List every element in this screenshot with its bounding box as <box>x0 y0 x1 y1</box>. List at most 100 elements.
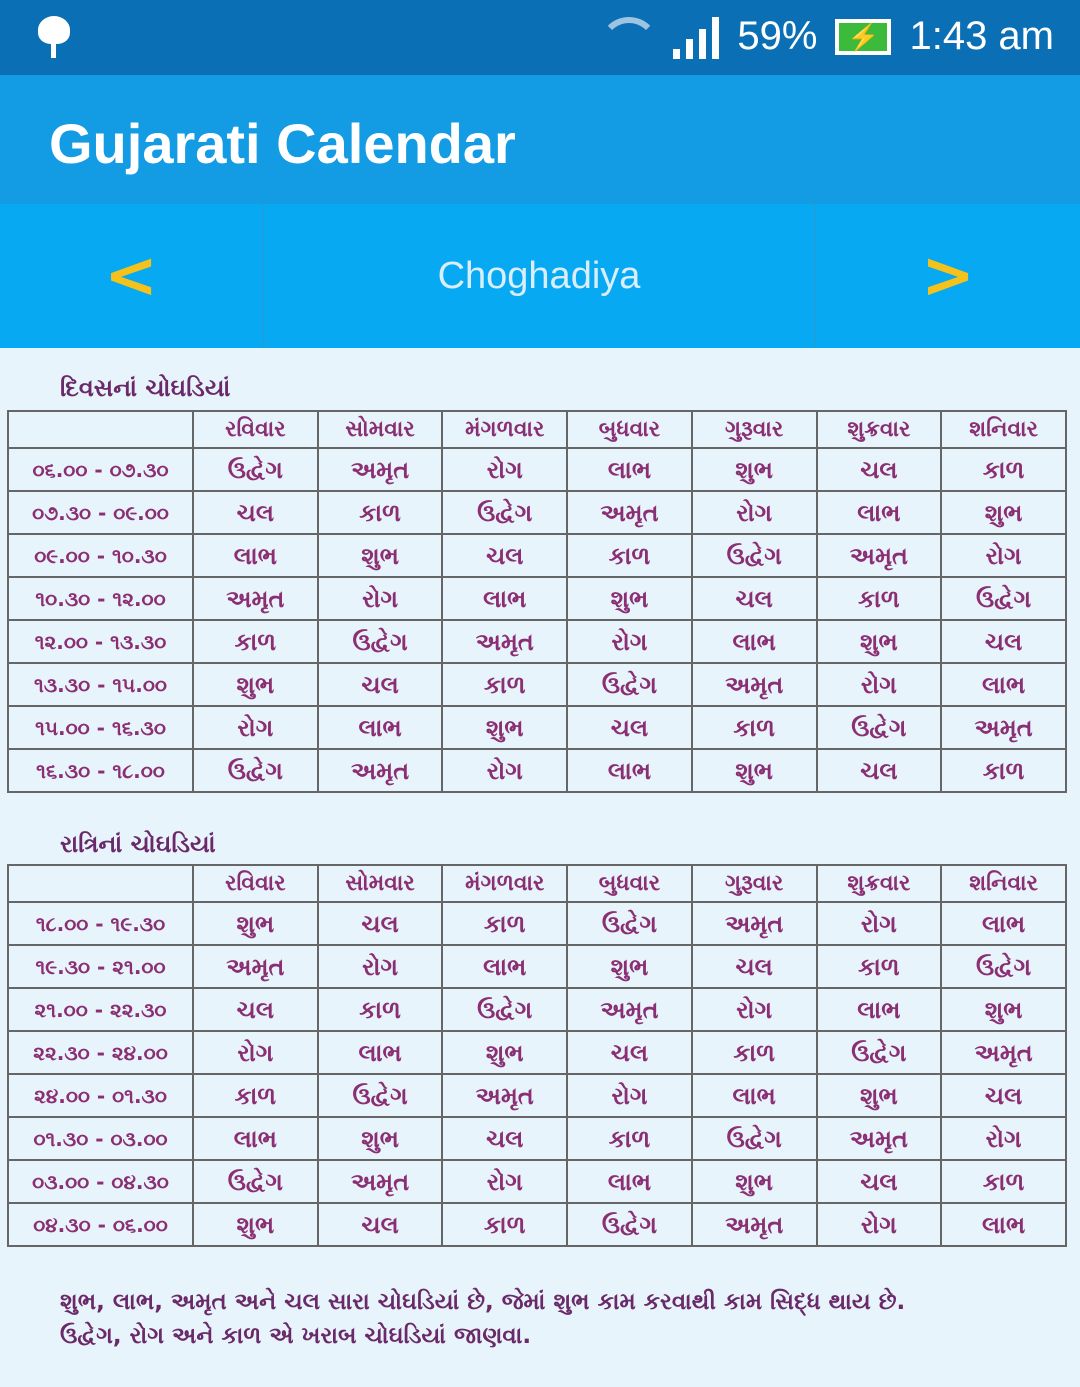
choghadiya-cell: ઉદ્વેગ <box>566 901 693 946</box>
choghadiya-cell: શુભ <box>192 901 319 946</box>
table-row: ૦૩.૦૦ - ૦૪.૩૦ ઉદ્વેગ અમૃત રોગ લાભ શુભ ચલ કાળ <box>7 1159 1067 1204</box>
day-header: સોમવાર <box>316 410 444 449</box>
footer-line-bad: ઉદ્વેગ, રોગ અને કાળ એ ખરાબ ચોઘડિયાં જાણવ… <box>60 1323 532 1349</box>
choghadiya-cell: શુભ <box>566 944 693 989</box>
choghadiya-cell: ચલ <box>815 1159 943 1204</box>
time-slot: ૧૬.૩૦ - ૧૮.૦૦ <box>7 748 194 793</box>
table-row: ૧૯.૩૦ - ૨૧.૦૦ અમૃત રોગ લાભ શુભ ચલ કાળ ઉદ્વેગ <box>7 944 1067 989</box>
choghadiya-cell: ચલ <box>192 490 319 535</box>
choghadiya-cell: રોગ <box>815 901 943 946</box>
choghadiya-cell: કાળ <box>815 576 943 621</box>
table-row: ૧૦.૩૦ - ૧૨.૦૦ અમૃત રોગ લાભ શુભ ચલ કાળ ઉદ્વેગ <box>7 576 1067 621</box>
choghadiya-cell: લાભ <box>940 662 1067 707</box>
choghadiya-cell: અમૃત <box>566 490 693 535</box>
app-title: Gujarati Calendar <box>0 75 1080 204</box>
night-choghadiya-table: રવિવાર સોમવાર મંગળવાર બુધવાર ગુરૂવાર શુક્રવાર… <box>7 864 1067 1247</box>
choghadiya-cell: ચલ <box>940 619 1067 664</box>
footer-note: શુભ, લાભ, અમૃત અને ચલ સારા ચોઘડિયાં છે, … <box>60 1285 905 1353</box>
choghadiya-cell: ઉદ્વેગ <box>815 705 943 750</box>
choghadiya-cell: કાળ <box>815 944 943 989</box>
choghadiya-cell: રોગ <box>441 748 569 793</box>
choghadiya-cell: લાભ <box>940 1202 1067 1247</box>
choghadiya-cell: અમૃત <box>940 1030 1067 1075</box>
choghadiya-cell: રોગ <box>566 1073 693 1118</box>
choghadiya-cell: ઉદ્વેગ <box>441 987 569 1032</box>
choghadiya-cell: રોગ <box>192 705 319 750</box>
footer-line-good: શુભ, લાભ, અમૃત અને ચલ સારા ચોઘડિયાં છે, … <box>60 1289 906 1315</box>
choghadiya-cell: રોગ <box>441 1159 569 1204</box>
time-slot: ૨૪.૦૦ - ૦૧.૩૦ <box>7 1073 194 1118</box>
choghadiya-cell: શુભ <box>815 1073 943 1118</box>
choghadiya-cell: રોગ <box>316 944 444 989</box>
choghadiya-cell: અમૃત <box>690 901 818 946</box>
choghadiya-cell: કાળ <box>690 705 818 750</box>
table-row: ૧૬.૩૦ - ૧૮.૦૦ ઉદ્વેગ અમૃત રોગ લાભ શુભ ચલ કાળ <box>7 748 1067 793</box>
choghadiya-cell: લાભ <box>690 619 818 664</box>
choghadiya-cell: ઉદ્વેગ <box>192 1159 319 1204</box>
day-header: ગુરૂવાર <box>690 864 818 903</box>
next-button[interactable]: > <box>921 239 975 313</box>
choghadiya-cell: ઉદ્વેગ <box>316 619 444 664</box>
choghadiya-cell: શુભ <box>441 1030 569 1075</box>
choghadiya-cell: ઉદ્વેગ <box>441 490 569 535</box>
choghadiya-cell: રોગ <box>940 533 1067 578</box>
choghadiya-cell: કાળ <box>566 1116 693 1161</box>
choghadiya-cell: ચલ <box>940 1073 1067 1118</box>
choghadiya-cell: કાળ <box>940 748 1067 793</box>
choghadiya-cell: ચલ <box>815 447 943 492</box>
time-slot: ૧૯.૩૦ - ૨૧.૦૦ <box>7 944 194 989</box>
choghadiya-cell: કાળ <box>940 447 1067 492</box>
choghadiya-cell: લાભ <box>316 705 444 750</box>
time-slot: ૨૧.૦૦ - ૨૨.૩૦ <box>7 987 194 1032</box>
choghadiya-cell: ચલ <box>566 1030 693 1075</box>
choghadiya-cell: અમૃત <box>316 748 444 793</box>
day-header: શુક્રવાર <box>815 864 943 903</box>
choghadiya-cell: અમૃત <box>192 576 319 621</box>
choghadiya-cell: રોગ <box>690 987 818 1032</box>
day-header: રવિવાર <box>192 864 319 903</box>
time-slot: ૧૮.૦૦ - ૧૯.૩૦ <box>7 901 194 946</box>
choghadiya-cell: ચલ <box>316 901 444 946</box>
choghadiya-cell: લાભ <box>316 1030 444 1075</box>
choghadiya-cell: કાળ <box>192 1073 319 1118</box>
choghadiya-cell: ચલ <box>192 987 319 1032</box>
battery-charging-icon: ⚡ <box>835 18 892 55</box>
choghadiya-cell: ચલ <box>316 1202 444 1247</box>
choghadiya-cell: ઉદ્વેગ <box>566 1202 693 1247</box>
table-row: ૦૧.૩૦ - ૦૩.૦૦ લાભ શુભ ચલ કાળ ઉદ્વેગ અમૃત રોગ <box>7 1116 1067 1161</box>
choghadiya-cell: ઉદ્વેગ <box>940 576 1067 621</box>
day-section-title: દિવસનાં ચોઘડિયાં <box>60 374 231 402</box>
choghadiya-cell: લાભ <box>940 901 1067 946</box>
choghadiya-cell: ઉદ્વેગ <box>940 944 1067 989</box>
android-debug-icon <box>38 16 70 58</box>
choghadiya-cell: શુભ <box>690 1159 818 1204</box>
choghadiya-cell: અમૃત <box>690 662 818 707</box>
time-slot: ૦૯.૦૦ - ૧૦.૩૦ <box>7 533 194 578</box>
choghadiya-cell: ચલ <box>441 1116 569 1161</box>
choghadiya-cell: અમૃત <box>441 1073 569 1118</box>
battery-percent: 59% <box>737 14 818 58</box>
day-header: શુક્રવાર <box>815 410 943 449</box>
choghadiya-cell: ઉદ્વેગ <box>566 662 693 707</box>
table-row: ૨૪.૦૦ - ૦૧.૩૦ કાળ ઉદ્વેગ અમૃત રોગ લાભ શુભ ચલ <box>7 1073 1067 1118</box>
choghadiya-cell: ઉદ્વેગ <box>815 1030 943 1075</box>
choghadiya-cell: શુભ <box>815 619 943 664</box>
choghadiya-cell: લાભ <box>441 576 569 621</box>
choghadiya-cell: ચલ <box>441 533 569 578</box>
choghadiya-cell: લાભ <box>566 447 693 492</box>
time-slot: ૧૦.૩૦ - ૧૨.૦૦ <box>7 576 194 621</box>
prev-button[interactable]: < <box>0 204 264 348</box>
choghadiya-cell: કાળ <box>192 619 319 664</box>
choghadiya-cell: શુભ <box>441 705 569 750</box>
day-header: રવિવાર <box>192 410 319 449</box>
day-header: શનિવાર <box>940 410 1067 449</box>
choghadiya-cell: કાળ <box>441 662 569 707</box>
table-row: ૧૨.૦૦ - ૧૩.૩૦ કાળ ઉદ્વેગ અમૃત રોગ લાભ શુભ ચલ <box>7 619 1067 664</box>
choghadiya-cell: ચલ <box>690 576 818 621</box>
time-slot: ૦૬.૦૦ - ૦૭.૩૦ <box>7 447 194 492</box>
corner-cell <box>7 864 194 903</box>
choghadiya-cell: અમૃત <box>940 705 1067 750</box>
day-header: સોમવાર <box>316 864 444 903</box>
header-row: રવિવાર સોમવાર મંગળવાર બુધવાર ગુરૂવાર શુક્રવાર… <box>7 864 1067 903</box>
choghadiya-cell: શુભ <box>566 576 693 621</box>
